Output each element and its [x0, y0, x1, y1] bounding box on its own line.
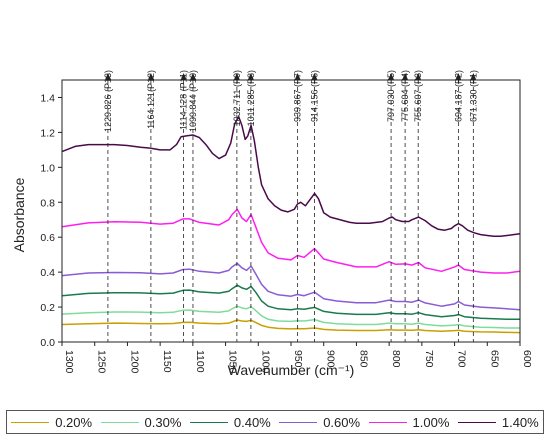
- x-tick-label: 750: [423, 350, 435, 368]
- peak-label: 694.187 (P2): [453, 70, 463, 122]
- peak-arrow-icon: [455, 73, 462, 80]
- y-tick-label: 1.2: [40, 127, 55, 139]
- peak-arrow-icon: [311, 73, 318, 80]
- peak-label: 1114.128 (P11): [179, 70, 189, 130]
- legend-swatch: [279, 421, 318, 423]
- peak-label: 914.156 (P6): [309, 70, 319, 122]
- peak-label: 1032.711 (P9): [232, 70, 242, 126]
- series-line: [61, 115, 521, 238]
- x-tick-label: 1150: [161, 350, 173, 373]
- series-layer: [61, 115, 521, 334]
- legend-swatch: [11, 421, 50, 423]
- x-tick-label: 1250: [96, 350, 108, 374]
- peak-arrow-icon: [233, 73, 240, 80]
- x-tick-label: 600: [521, 350, 533, 368]
- legend-item: 1.00%: [368, 414, 450, 430]
- x-tick-label: 1100: [194, 350, 206, 373]
- x-tick-label: 1300: [63, 350, 75, 374]
- chart-svg: 1229.826 (P13) 1164.121(P12) 1114.128 (P11…: [11, 70, 533, 378]
- peak-arrow-icon: [180, 73, 187, 80]
- legend-swatch: [100, 421, 139, 423]
- x-tick-label: 800: [390, 350, 402, 368]
- legend-item: 0.20%: [11, 415, 92, 430]
- x-tick-label: 700: [456, 350, 468, 368]
- legend-label: 0.40%: [233, 414, 271, 430]
- peak-label: 1099.844 (P10): [188, 70, 198, 132]
- legend-swatch: [457, 421, 496, 423]
- peak-label: 939.867 (P7): [293, 70, 303, 122]
- legend-swatch: [189, 421, 228, 423]
- peak-markers: 1229.826 (P13) 1164.121(P12) 1114.128 (P11…: [103, 70, 478, 342]
- series-line: [61, 208, 521, 274]
- peak-arrow-icon: [247, 73, 254, 80]
- series-line: [61, 319, 521, 334]
- legend-item: 0.60%: [279, 415, 360, 430]
- peak-arrow-icon: [147, 73, 154, 80]
- peak-label: 797.030 (P5): [386, 70, 396, 122]
- y-axis-label: Absorbance: [11, 177, 27, 252]
- legend-swatch: [368, 421, 407, 423]
- legend-label: 0.30%: [144, 414, 182, 430]
- legend-label: 1.00%: [412, 414, 450, 430]
- peak-label: 671.330 (P1): [468, 70, 478, 122]
- y-tick-label: 1.4: [40, 92, 55, 104]
- x-tick-label: 1050: [227, 350, 239, 374]
- peak-arrow-icon: [470, 73, 477, 80]
- peak-arrow-icon: [189, 73, 196, 80]
- y-tick-label: 0.6: [40, 232, 55, 244]
- legend-label: 0.20%: [55, 414, 93, 430]
- series-line: [61, 262, 521, 311]
- peak-label: 775.604 (P4): [400, 70, 410, 122]
- x-tick-label: 950: [292, 350, 304, 368]
- legend: 0.20% 0.30% 0.40% 0.60% 1.00% 1.40%: [6, 410, 544, 434]
- x-tick-label: 850: [357, 350, 369, 368]
- peak-arrow-icon: [294, 73, 301, 80]
- peak-arrow-icon: [402, 73, 409, 80]
- series-line: [61, 284, 520, 321]
- peak-arrow-icon: [388, 73, 395, 80]
- peak-label: 1011.285 (P8): [246, 70, 256, 126]
- x-tick-label: 900: [325, 350, 337, 368]
- peak-arrow-icon: [415, 73, 422, 80]
- y-tick-label: 1.0: [40, 162, 55, 174]
- series-line: [61, 305, 520, 329]
- y-tick-label: 0.8: [40, 197, 55, 209]
- peak-arrow-icon: [104, 73, 111, 80]
- axes: 1300 1250 1200 1150 1100 1050 1000 950 900 850 800…: [40, 92, 533, 373]
- legend-label: 0.60%: [323, 414, 361, 430]
- legend-item: 0.40%: [189, 414, 271, 430]
- legend-item: 0.30%: [100, 414, 182, 430]
- peak-label: 1229.826 (P13): [103, 70, 113, 132]
- x-tick-label: 650: [488, 350, 500, 368]
- x-axis-label: Wavenumber (cm⁻¹): [228, 362, 355, 378]
- x-tick-label: 1200: [128, 350, 140, 374]
- peak-label: 755.607 (P3): [413, 70, 423, 122]
- legend-item: 1.40%: [457, 414, 539, 430]
- peak-label: 1164.121(P12): [146, 70, 156, 129]
- y-tick-label: 0.0: [40, 337, 55, 349]
- y-tick-label: 0.2: [40, 302, 55, 314]
- legend-label: 1.40%: [501, 414, 539, 430]
- y-tick-label: 0.4: [40, 267, 55, 279]
- x-tick-label: 1000: [259, 350, 271, 374]
